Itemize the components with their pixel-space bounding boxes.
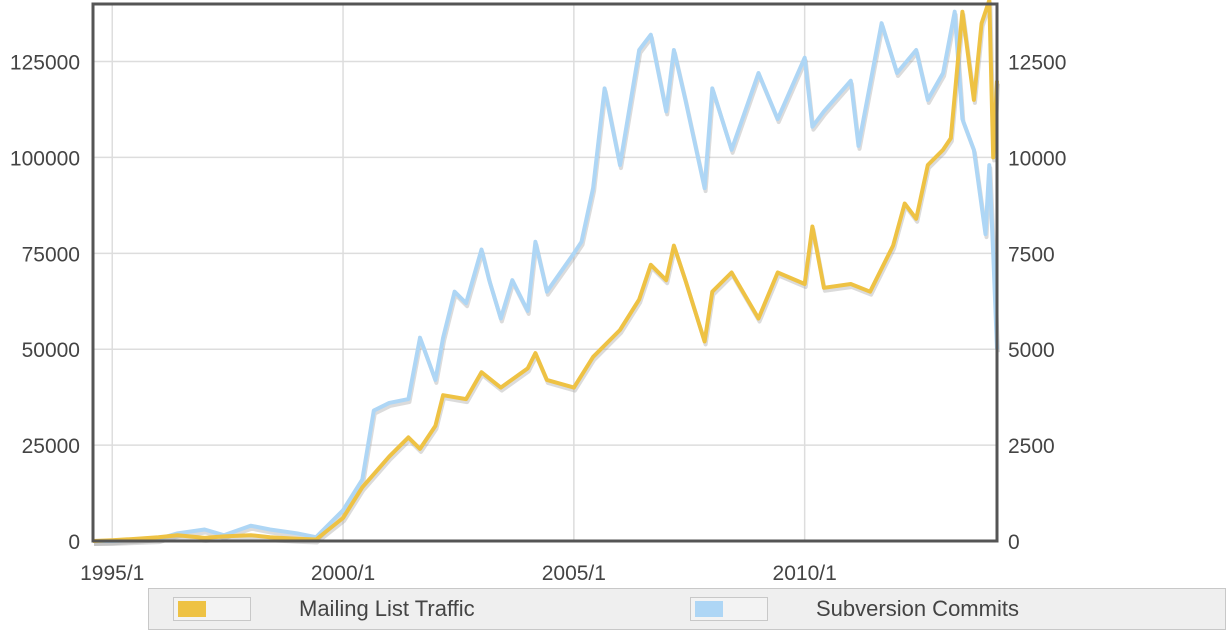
legend-swatch-mailing-list — [178, 601, 206, 617]
y-left-tick-label: 100000 — [10, 147, 80, 170]
series-shadow-mailing-list-traffic — [93, 1, 1000, 546]
y-left-tick-label: 125000 — [10, 52, 80, 75]
series-line-subversion-commits — [93, 9, 999, 543]
y-right-tick-label: 7500 — [1008, 243, 1055, 266]
y-right-tick-label: 10000 — [1008, 147, 1066, 170]
legend-swatch-box — [690, 597, 768, 621]
y-axis-left: 0 25000 50000 75000 100000 125000 — [10, 52, 80, 554]
chart-svg: 1995/1 2000/1 2005/1 2010/1 025000500007500… — [10, 0, 1066, 585]
x-tick-label: 2005/1 — [542, 562, 606, 585]
x-tick-label: 1995/1 — [80, 562, 144, 585]
plot-frame — [91, 2, 999, 543]
series-layer — [92, 0, 1000, 546]
y-axis-right: 0 2500 5000 7500 10000 12500 — [1008, 52, 1066, 554]
y-left-tick-label: 50000 — [22, 339, 80, 362]
legend-label-mailing-list: Mailing List Traffic — [299, 596, 475, 621]
series-line-mailing-list-traffic — [92, 0, 999, 543]
x-axis: 1995/1 2000/1 2005/1 2010/1 — [80, 562, 837, 585]
y-left-tick-label: 25000 — [22, 435, 80, 458]
legend: Mailing List Traffic Subversion Commits — [148, 588, 1226, 630]
y-left-tick-label: 0 — [68, 531, 80, 554]
legend-label-subversion: Subversion Commits — [816, 596, 1019, 621]
grid — [93, 4, 997, 542]
y-right-tick-label: 12500 — [1008, 52, 1066, 75]
legend-swatch-subversion — [695, 601, 723, 617]
y-right-tick-label: 0 — [1008, 531, 1020, 554]
x-tick-label: 2000/1 — [311, 562, 375, 585]
y-left-tick-label: 75000 — [22, 243, 80, 266]
legend-swatch-box — [173, 597, 251, 621]
y-right-tick-label: 2500 — [1008, 435, 1055, 458]
x-tick-label: 2010/1 — [773, 562, 837, 585]
legend-item-mailing-list[interactable]: Mailing List Traffic — [173, 589, 475, 629]
legend-item-subversion[interactable]: Subversion Commits — [690, 589, 1019, 629]
y-right-tick-label: 5000 — [1008, 339, 1055, 362]
